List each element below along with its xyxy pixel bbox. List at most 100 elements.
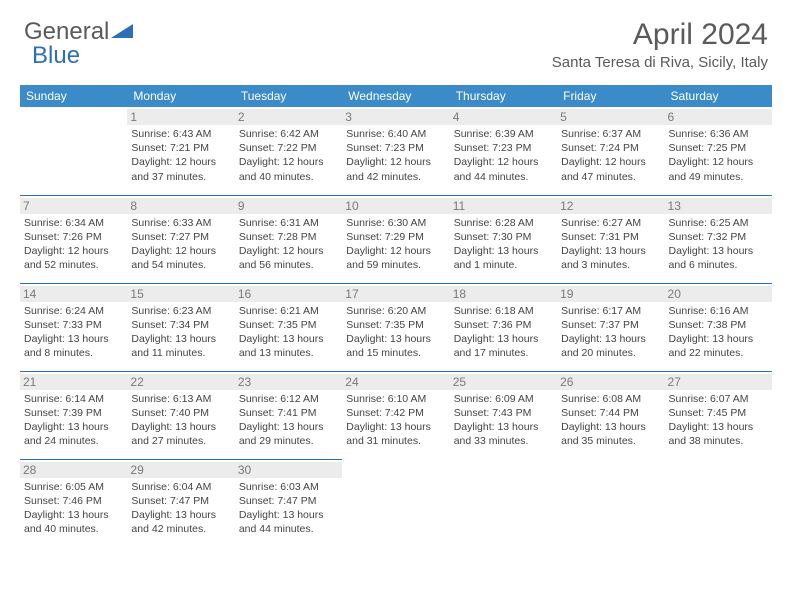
day-number: 9 bbox=[235, 198, 342, 214]
sunrise-text: Sunrise: 6:37 AM bbox=[561, 127, 660, 141]
daylight-text-2: and 47 minutes. bbox=[561, 170, 660, 184]
day-cell: 18Sunrise: 6:18 AMSunset: 7:36 PMDayligh… bbox=[450, 283, 557, 371]
day-details: Sunrise: 6:27 AMSunset: 7:31 PMDaylight:… bbox=[561, 216, 660, 273]
day-header: Thursday bbox=[450, 85, 557, 107]
day-details: Sunrise: 6:28 AMSunset: 7:30 PMDaylight:… bbox=[454, 216, 553, 273]
sunset-text: Sunset: 7:28 PM bbox=[239, 230, 338, 244]
sunset-text: Sunset: 7:40 PM bbox=[131, 406, 230, 420]
sunset-text: Sunset: 7:22 PM bbox=[239, 141, 338, 155]
sunrise-text: Sunrise: 6:34 AM bbox=[24, 216, 123, 230]
daylight-text-1: Daylight: 13 hours bbox=[239, 508, 338, 522]
sunset-text: Sunset: 7:25 PM bbox=[669, 141, 768, 155]
day-number: 23 bbox=[235, 374, 342, 390]
daylight-text-2: and 6 minutes. bbox=[669, 258, 768, 272]
daylight-text-1: Daylight: 13 hours bbox=[131, 420, 230, 434]
day-cell: 17 Sunrise: 6:20 AMSunset: 7:35 PMDayligh… bbox=[342, 283, 449, 371]
sunrise-text: Sunrise: 6:42 AM bbox=[239, 127, 338, 141]
day-cell: 8Sunrise: 6:33 AMSunset: 7:27 PMDaylight… bbox=[127, 195, 234, 283]
day-details: Sunrise: 6:30 AMSunset: 7:29 PMDaylight:… bbox=[346, 216, 445, 273]
sunset-text: Sunset: 7:26 PM bbox=[24, 230, 123, 244]
day-number: 13 bbox=[665, 198, 772, 214]
sunrise-text: Sunrise: 6:24 AM bbox=[24, 304, 123, 318]
sunset-text: Sunset: 7:21 PM bbox=[131, 141, 230, 155]
calendar-table: Sunday Monday Tuesday Wednesday Thursday… bbox=[20, 85, 772, 547]
sunrise-text: Sunrise: 6:18 AM bbox=[454, 304, 553, 318]
day-header-row: Sunday Monday Tuesday Wednesday Thursday… bbox=[20, 85, 772, 107]
logo-line2: Blue bbox=[32, 42, 80, 70]
day-header: Friday bbox=[557, 85, 664, 107]
day-cell: 23Sunrise: 6:12 AMSunset: 7:41 PMDayligh… bbox=[235, 371, 342, 459]
sunrise-text: Sunrise: 6:07 AM bbox=[669, 392, 768, 406]
daylight-text-1: Daylight: 13 hours bbox=[131, 332, 230, 346]
calendar-head: Sunday Monday Tuesday Wednesday Thursday… bbox=[20, 85, 772, 107]
sunset-text: Sunset: 7:34 PM bbox=[131, 318, 230, 332]
day-number: 17 bbox=[342, 286, 449, 302]
day-details: Sunrise: 6:18 AMSunset: 7:36 PMDaylight:… bbox=[454, 304, 553, 361]
day-cell: 3Sunrise: 6:40 AMSunset: 7:23 PMDaylight… bbox=[342, 107, 449, 195]
day-details: Sunrise: 6:14 AMSunset: 7:39 PMDaylight:… bbox=[24, 392, 123, 449]
day-details: Sunrise: 6:25 AMSunset: 7:32 PMDaylight:… bbox=[669, 216, 768, 273]
sunset-text: Sunset: 7:30 PM bbox=[454, 230, 553, 244]
sunset-text: Sunset: 7:35 PM bbox=[346, 318, 445, 332]
day-cell: 7Sunrise: 6:34 AMSunset: 7:26 PMDaylight… bbox=[20, 195, 127, 283]
day-header: Tuesday bbox=[235, 85, 342, 107]
calendar-body: 1 Sunrise: 6:43 AMSunset: 7:21 PM Daylight… bbox=[20, 107, 772, 547]
day-cell: 5Sunrise: 6:37 AMSunset: 7:24 PMDaylight… bbox=[557, 107, 664, 195]
day-number: 11 bbox=[450, 198, 557, 214]
daylight-text-2: and 29 minutes. bbox=[239, 434, 338, 448]
daylight-text-1: Daylight: 12 hours bbox=[131, 244, 230, 258]
daylight-text-1: Daylight: 13 hours bbox=[454, 420, 553, 434]
sunset-text: Sunset: 7:37 PM bbox=[561, 318, 660, 332]
day-header: Sunday bbox=[20, 85, 127, 107]
sunrise-text: Sunrise: 6:27 AM bbox=[561, 216, 660, 230]
day-number: 16 bbox=[235, 286, 342, 302]
logo-text-2: Blue bbox=[32, 42, 80, 70]
day-details: Sunrise: 6:17 AMSunset: 7:37 PMDaylight:… bbox=[561, 304, 660, 361]
daylight-text-2: and 27 minutes. bbox=[131, 434, 230, 448]
daylight-text-2: and 52 minutes. bbox=[24, 258, 123, 272]
daylight-text-1: Daylight: 13 hours bbox=[561, 332, 660, 346]
daylight-text-1: Daylight: 13 hours bbox=[131, 508, 230, 522]
day-number: 14 bbox=[20, 286, 127, 302]
day-details: Sunrise: 6:37 AMSunset: 7:24 PMDaylight:… bbox=[561, 127, 660, 184]
sunset-text: Sunset: 7:43 PM bbox=[454, 406, 553, 420]
day-cell: 15Sunrise: 6:23 AMSunset: 7:34 PMDayligh… bbox=[127, 283, 234, 371]
day-header: Saturday bbox=[665, 85, 772, 107]
daylight-text-2: and 40 minutes. bbox=[24, 522, 123, 536]
sunset-text: Sunset: 7:47 PM bbox=[131, 494, 230, 508]
day-details: Sunrise: 6:13 AMSunset: 7:40 PMDaylight:… bbox=[131, 392, 230, 449]
daylight-text-1: Daylight: 13 hours bbox=[669, 244, 768, 258]
location-text: Santa Teresa di Riva, Sicily, Italy bbox=[552, 54, 768, 71]
day-cell: 29Sunrise: 6:04 AMSunset: 7:47 PMDayligh… bbox=[127, 459, 234, 547]
sunset-text: Sunset: 7:46 PM bbox=[24, 494, 123, 508]
daylight-text-1: Daylight: 12 hours bbox=[239, 244, 338, 258]
day-details: Sunrise: 6:20 AMSunset: 7:35 PMDaylight:… bbox=[346, 304, 445, 361]
day-cell: 11 Sunrise: 6:28 AMSunset: 7:30 PMDayligh… bbox=[450, 195, 557, 283]
daylight-text-1: Daylight: 12 hours bbox=[346, 244, 445, 258]
sunrise-text: Sunrise: 6:05 AM bbox=[24, 480, 123, 494]
sunrise-text: Sunrise: 6:43 AM bbox=[131, 127, 230, 141]
daylight-text-1: Daylight: 13 hours bbox=[239, 420, 338, 434]
day-details: Sunrise: 6:33 AMSunset: 7:27 PMDaylight:… bbox=[131, 216, 230, 273]
sunrise-text: Sunrise: 6:39 AM bbox=[454, 127, 553, 141]
daylight-text-1: Daylight: 13 hours bbox=[24, 332, 123, 346]
daylight-text-1: Daylight: 12 hours bbox=[669, 155, 768, 169]
daylight-text-1: Daylight: 13 hours bbox=[561, 244, 660, 258]
daylight-text-1: Daylight: 13 hours bbox=[454, 244, 553, 258]
day-number: 1 bbox=[127, 109, 234, 125]
day-details: Sunrise: 6:10 AMSunset: 7:42 PMDaylight:… bbox=[346, 392, 445, 449]
day-number: 19 bbox=[557, 286, 664, 302]
day-cell: 22Sunrise: 6:13 AMSunset: 7:40 PMDayligh… bbox=[127, 371, 234, 459]
day-details: Sunrise: 6:16 AMSunset: 7:38 PMDaylight:… bbox=[669, 304, 768, 361]
sunrise-text: Sunrise: 6:04 AM bbox=[131, 480, 230, 494]
sunset-text: Sunset: 7:35 PM bbox=[239, 318, 338, 332]
sunrise-text: Sunrise: 6:31 AM bbox=[239, 216, 338, 230]
day-cell: 4Sunrise: 6:39 AMSunset: 7:23 PMDaylight… bbox=[450, 107, 557, 195]
sunset-text: Sunset: 7:39 PM bbox=[24, 406, 123, 420]
day-cell: 19 Sunrise: 6:17 AMSunset: 7:37 PMDayligh… bbox=[557, 283, 664, 371]
daylight-text-2: and 40 minutes. bbox=[239, 170, 338, 184]
day-number: 21 bbox=[20, 374, 127, 390]
day-number: 30 bbox=[235, 462, 342, 478]
day-details: Sunrise: 6:31 AMSunset: 7:28 PMDaylight:… bbox=[239, 216, 338, 273]
sunrise-text: Sunrise: 6:17 AM bbox=[561, 304, 660, 318]
